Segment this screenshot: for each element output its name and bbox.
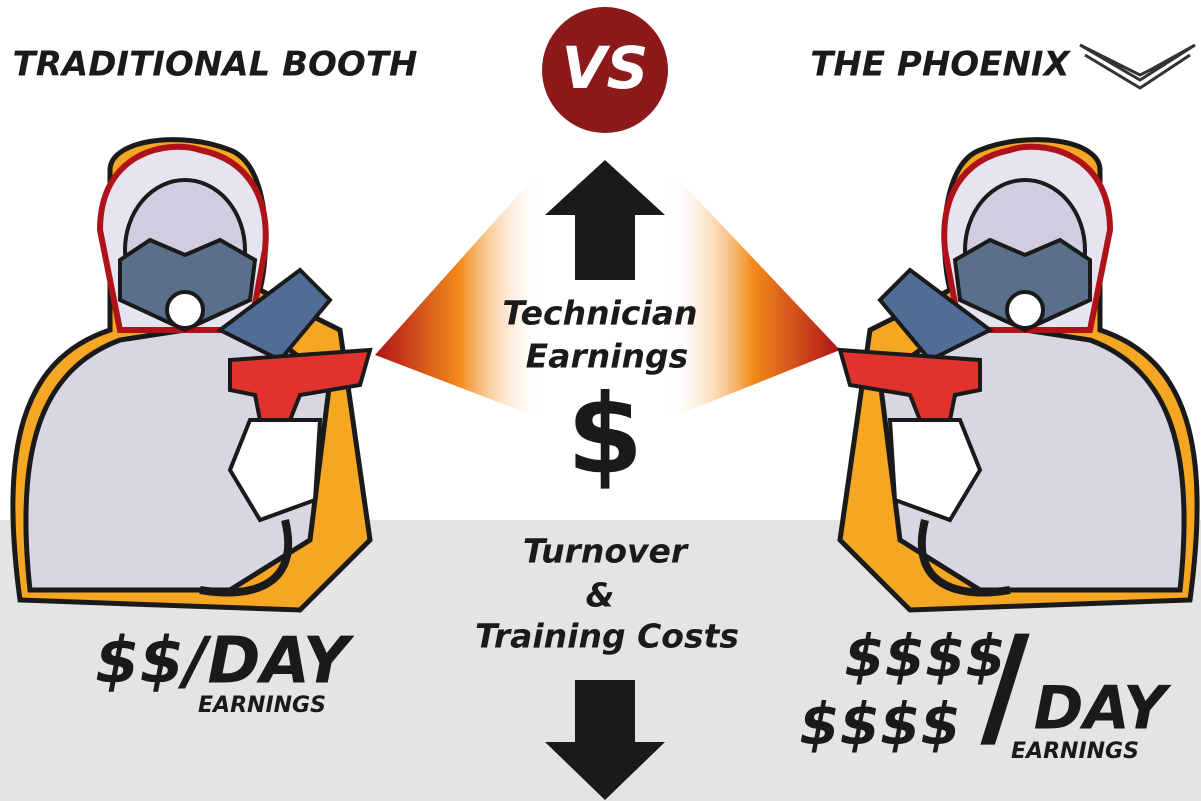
right-title: THE PHOENIX — [810, 45, 1071, 85]
lower-label: Training Costs — [475, 617, 739, 656]
arrow-up — [545, 160, 665, 280]
lower-label: Turnover — [523, 532, 689, 571]
left-caption: EARNINGS — [198, 693, 326, 718]
spray-cone-right — [665, 165, 840, 420]
page: {"header": {"left_title": "TRADITIONAL B… — [0, 0, 1201, 801]
upper-label: Technician — [502, 294, 697, 333]
vs-text: VS — [562, 34, 649, 102]
left-title: TRADITIONAL BOOTH — [13, 45, 418, 85]
infographic: TRADITIONAL BOOTH VS THE PHOENIX Technic… — [0, 0, 1201, 801]
right-caption: EARNINGS — [1011, 739, 1139, 764]
painter-right — [840, 140, 1197, 610]
right-unit: DAY — [1034, 674, 1172, 744]
phoenix-logo — [1080, 45, 1195, 88]
spray-cone-left — [375, 165, 545, 420]
right-earnings: $$$$ — [799, 690, 960, 758]
left-earnings: $$/DAY — [95, 625, 355, 699]
lower-label: & — [586, 576, 615, 615]
painter-left — [13, 140, 370, 610]
dollar-symbol: $ — [567, 370, 644, 498]
